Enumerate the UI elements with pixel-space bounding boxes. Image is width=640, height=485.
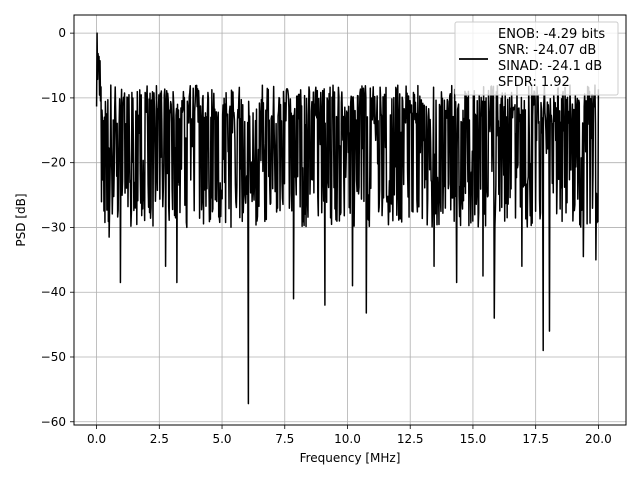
legend: ENOB: -4.29 bits SNR: -24.07 dB SINAD: -… — [454, 21, 619, 96]
y-axis-label: PSD [dB] — [14, 193, 28, 246]
x-tick-label-4: 10.0 — [334, 432, 361, 446]
x-tick-label-1: 2.5 — [150, 432, 169, 446]
x-tick-label-8: 20.0 — [585, 432, 612, 446]
x-tick-label-2: 5.0 — [212, 432, 231, 446]
x-tick-label-7: 17.5 — [522, 432, 549, 446]
y-tick-label-6: −60 — [41, 415, 66, 429]
y-tick-label-2: −20 — [41, 156, 66, 170]
psd-series-line — [95, 32, 600, 405]
y-tick-label-1: −10 — [41, 91, 66, 105]
x-tick-label-0: 0.0 — [87, 432, 106, 446]
y-tick-label-0: 0 — [58, 26, 66, 40]
y-tick-label-5: −50 — [41, 350, 66, 364]
x-axis-label: Frequency [MHz] — [300, 451, 401, 465]
legend-box — [454, 21, 619, 96]
x-tick-label-3: 7.5 — [275, 432, 294, 446]
x-tick-label-6: 15.0 — [460, 432, 487, 446]
axes-frame — [73, 14, 627, 426]
y-tick-label-3: −30 — [41, 220, 66, 234]
legend-sinad: SINAD: -24.1 dB — [498, 59, 602, 74]
legend-sfdr: SFDR: 1.92 — [498, 75, 570, 90]
y-tick-label-4: −40 — [41, 285, 66, 299]
x-tick-label-5: 12.5 — [397, 432, 424, 446]
legend-snr: SNR: -24.07 dB — [498, 43, 596, 58]
legend-enob: ENOB: -4.29 bits — [498, 27, 605, 42]
